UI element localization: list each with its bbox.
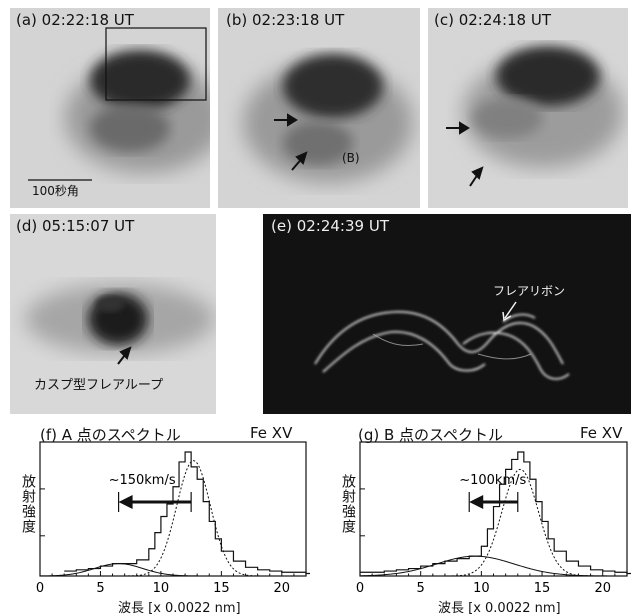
chart-f-secondary-fit [39,563,305,577]
arrow-icon [502,301,517,322]
arrow-icon [274,113,308,171]
chart-f-title: (f) A 点のスペクトル [40,426,181,444]
panel-e-image [263,214,631,414]
panel-e-label: (e) 02:24:39 UT [271,217,389,235]
chart-f-main-fit [40,460,305,577]
panel-b-image [218,8,420,208]
panel-a: (a) 02:22:18 UT 100秒角 [10,8,210,208]
chart-g-velocity-arrowhead [469,495,484,509]
ribbon-label: フレアリボン [493,284,566,298]
chart-g-line-name: Fe XV [580,424,623,442]
chart-f-velocity-label: ~150km/s [109,473,176,488]
chart-g-ylabel: 放射強度 [340,474,356,534]
chart-g: (g) B 点のスペクトル Fe XV 放射強度 0 5 10 15 20 ~100km/… [330,424,631,616]
chart-g-main-fit [360,468,626,577]
arrow-icon [446,121,484,187]
arrow-icon [117,346,132,365]
panel-d-image [10,214,216,414]
chart-f-xtick-label: 20 [274,581,291,596]
chart-f-velocity-arrowhead [118,495,133,509]
chart-f-xtick-label: 15 [213,581,230,596]
panel-c-image [428,8,628,208]
chart-g-secondary-fit [359,555,626,577]
flare-ribbon-shape [314,311,570,380]
panel-c: (c) 02:24:18 UT [428,8,628,208]
panel-b: (b) 02:23:18 UT (B) [218,8,420,208]
chart-g-xtick-label: 0 [356,581,364,596]
panel-a-image [10,8,210,208]
chart-f-frame [39,441,307,577]
chart-f-xtick-label: 0 [36,581,44,596]
chart-g-xtick-label: 5 [417,581,425,596]
scale-bar-label: 100秒角 [32,184,79,198]
chart-f-ylabel: 放射強度 [20,474,36,534]
chart-g-title: (g) B 点のスペクトル [358,426,504,444]
chart-f: (f) A 点のスペクトル Fe XV 放射強度 0 5 10 15 20 ~150km/… [10,424,310,616]
panel-d: (d) 05:15:07 UT カスプ型フレアループ [10,214,216,414]
chart-g-xtick-label: 15 [534,581,551,596]
chart-g-xtick-label: 20 [594,581,611,596]
chart-f-xlabel: 波長 [x 0.0022 nm] [118,601,241,616]
panel-d-label: (d) 05:15:07 UT [16,217,135,235]
point-b-label: (B) [342,151,360,165]
zoom-box [105,27,207,101]
chart-g-velocity-label: ~100km/s [459,473,526,488]
panel-a-label: (a) 02:22:18 UT [16,11,134,29]
chart-g-xlabel: 波長 [x 0.0022 nm] [438,601,561,616]
chart-g-xtick-label: 10 [473,581,490,596]
chart-f-xtick-label: 5 [96,581,104,596]
panel-b-label: (b) 02:23:18 UT [226,11,345,29]
panel-e: (e) 02:24:39 UT フレアリボン [263,214,631,414]
cusp-loop-label: カスプ型フレアループ [34,378,164,393]
chart-g-histogram [360,451,631,575]
chart-f-plot: 0 5 10 15 20 ~150km/s [36,441,310,596]
chart-f-line-name: Fe XV [250,424,293,442]
chart-g-plot: 0 5 10 15 20 ~100km/s [356,441,631,596]
panel-c-label: (c) 02:24:18 UT [434,11,551,29]
chart-f-xtick-label: 10 [153,581,170,596]
chart-f-histogram [64,451,310,575]
